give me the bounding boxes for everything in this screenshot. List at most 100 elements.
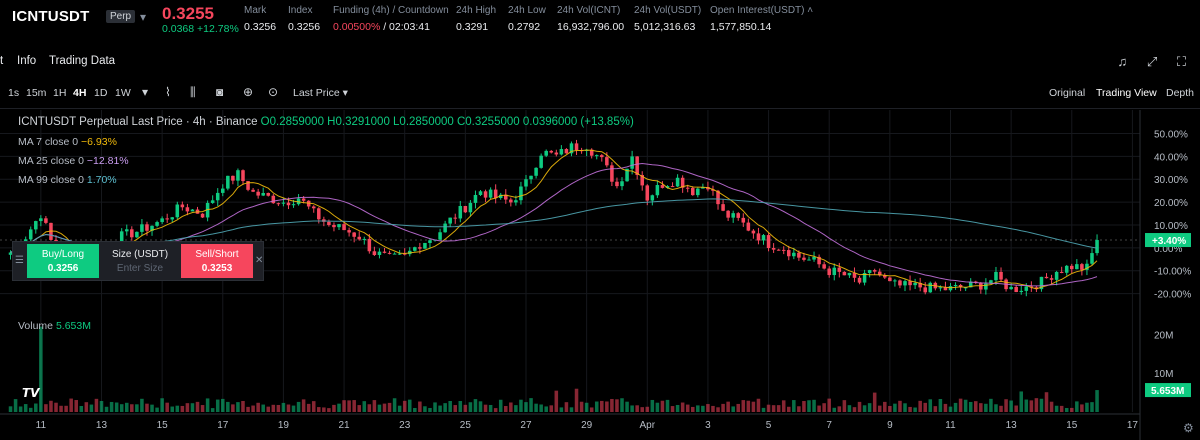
tab-trading-data[interactable]: Trading Data <box>49 55 116 67</box>
candle <box>397 253 402 255</box>
price-axis: 50.00% 40.00% 30.00% 20.00% 10.00% 0.00% -10.0… <box>1145 129 1191 398</box>
ma99-legend[interactable]: MA 99 close 0 1.70% <box>18 174 117 186</box>
candle-type-icon[interactable]: ⫼ <box>190 85 196 99</box>
chevron-down-icon[interactable]: ˄ <box>807 5 814 16</box>
candle <box>498 194 503 198</box>
volume-bar <box>493 408 498 412</box>
volume-bar <box>615 399 619 412</box>
chevron-down-icon[interactable]: ▾ <box>142 85 149 99</box>
ma25-legend[interactable]: MA 25 close 0 −12.81% <box>18 155 129 167</box>
candle <box>736 213 741 218</box>
volume-bar <box>524 402 528 412</box>
candle <box>918 282 922 288</box>
volume-bar <box>342 400 346 412</box>
interval-15m[interactable]: 15m <box>26 87 47 99</box>
candle <box>817 256 821 265</box>
interval-1w[interactable]: 1W <box>115 87 131 99</box>
indicator-icon[interactable]: ⌇ <box>165 85 171 99</box>
current-price-tag <box>1145 233 1191 248</box>
candle <box>8 252 13 255</box>
volume-bar <box>908 406 912 412</box>
volume-bar <box>979 403 983 412</box>
volume-bar <box>989 398 993 412</box>
volume-legend[interactable]: Volume 5.653M <box>18 320 91 332</box>
candle <box>215 192 220 201</box>
candle <box>716 190 720 205</box>
candle <box>488 189 493 198</box>
volume-bar <box>958 398 963 412</box>
candle <box>402 253 407 255</box>
stat-funding: Funding (4h) / Countdown 0.00500% / 02:0… <box>333 5 449 33</box>
buy-long-button[interactable]: Buy/Long 0.3256 <box>27 244 99 278</box>
tab-chart[interactable]: t <box>0 55 4 67</box>
ma-value: −6.93% <box>81 136 117 148</box>
tab-info[interactable]: Info <box>17 55 37 67</box>
volume-bar <box>74 400 78 412</box>
add-circle-icon[interactable]: ⊕ <box>243 85 254 99</box>
volume-bar <box>736 403 741 412</box>
candle <box>311 206 316 209</box>
size-label: Size (USDT) <box>111 249 169 260</box>
candle <box>1064 265 1069 273</box>
buy-price: 0.3256 <box>47 263 79 274</box>
volume-bar <box>266 406 271 412</box>
view-original[interactable]: Original <box>1049 87 1086 99</box>
volume-bar <box>589 407 594 412</box>
price-type-select[interactable]: Last Price ▾ <box>293 87 348 99</box>
symbol-name[interactable]: ICNTUSDT <box>12 8 90 25</box>
interval-1d[interactable]: 1D <box>94 87 108 99</box>
fullscreen-icon[interactable]: ⛶ <box>1176 54 1186 69</box>
bell-icon[interactable]: ♫ <box>1117 54 1128 69</box>
volume-bar <box>852 407 857 412</box>
volume-bar <box>367 404 372 412</box>
size-input[interactable]: Size (USDT) Enter Size <box>103 244 177 278</box>
interval-1s[interactable]: 1s <box>8 87 20 99</box>
volume-bar <box>54 402 58 412</box>
volume-bar <box>1019 391 1024 412</box>
stat-value: 0.3291 <box>456 21 489 33</box>
gear-icon[interactable]: ⚙ <box>1183 421 1194 435</box>
volume-bar <box>231 404 235 412</box>
candle <box>519 186 523 201</box>
interval-4h[interactable]: 4H <box>73 87 87 99</box>
candle <box>761 235 766 241</box>
candle <box>130 229 134 238</box>
camera-icon[interactable]: ◙ <box>216 85 224 99</box>
candle <box>246 181 250 190</box>
candle <box>630 156 634 169</box>
chevron-down-icon[interactable]: ▾ <box>140 10 147 24</box>
ma7-legend[interactable]: MA 7 close 0 −6.93% <box>18 136 117 148</box>
candle <box>600 155 604 158</box>
sell-short-button[interactable]: Sell/Short 0.3253 <box>181 244 253 278</box>
volume-bar <box>569 407 574 412</box>
candle <box>928 282 933 293</box>
candle <box>670 186 675 188</box>
volume-bar <box>448 400 452 412</box>
close-icon[interactable]: ✕ <box>255 255 264 266</box>
time-tick-label: 27 <box>520 420 532 431</box>
candle <box>483 191 488 198</box>
volume-bar <box>680 402 685 412</box>
interval-1h[interactable]: 1H <box>53 87 67 99</box>
view-depth[interactable]: Depth <box>1166 87 1195 99</box>
volume-bar <box>135 404 139 412</box>
time-tick-label: 5 <box>766 420 772 431</box>
volume-bar <box>1095 390 1099 412</box>
crosshair-icon[interactable]: ⊙ <box>268 85 279 99</box>
candle <box>185 207 190 212</box>
candle <box>620 181 624 187</box>
drag-handle-icon[interactable]: ☰ <box>15 255 24 266</box>
volume-bar <box>600 400 604 412</box>
expand-icon[interactable]: ⤢ <box>1146 54 1158 69</box>
volume-bar <box>746 400 751 412</box>
view-trading-view[interactable]: Trading View <box>1096 87 1157 99</box>
volume-bar <box>787 406 791 412</box>
volume-bar <box>918 400 922 412</box>
candle <box>155 222 159 226</box>
volume-bar <box>114 402 119 412</box>
volume-bar <box>898 400 902 412</box>
candle <box>711 189 715 191</box>
chevron-down-icon: ▾ <box>342 87 348 99</box>
volume-bar <box>246 406 250 412</box>
candle <box>347 230 351 233</box>
